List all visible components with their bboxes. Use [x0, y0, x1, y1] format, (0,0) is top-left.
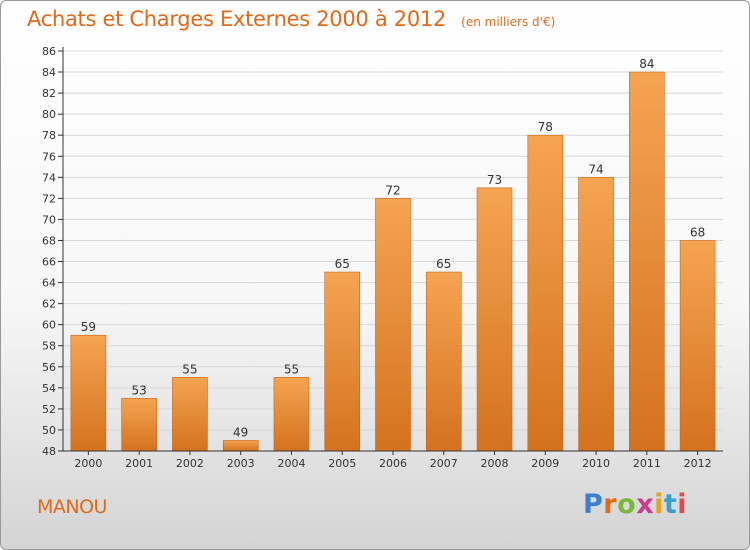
brand-letter: i	[677, 489, 688, 520]
data-label: 49	[233, 425, 248, 439]
x-tick-label: 2004	[277, 457, 305, 470]
brand-letter: x	[636, 489, 655, 520]
axes	[58, 47, 723, 455]
bar	[70, 334, 107, 452]
x-tick-label: 2011	[633, 457, 661, 470]
commune-name: MANOU	[37, 496, 107, 518]
data-label: 65	[335, 257, 350, 271]
brand-letter: t	[663, 489, 678, 520]
data-label: 78	[538, 120, 553, 134]
bar	[629, 71, 665, 452]
y-tick-label: 68	[42, 234, 56, 247]
y-tick-label: 72	[42, 192, 56, 205]
y-tick-label: 70	[42, 213, 56, 226]
data-label: 72	[385, 183, 400, 197]
proxiti-logo: Proxiti	[583, 489, 687, 520]
x-tick-label: 2000	[74, 457, 102, 470]
y-tick-label: 50	[42, 424, 56, 437]
data-label: 59	[81, 320, 96, 334]
brand-letter: i	[654, 489, 664, 520]
brand-letter: r	[603, 489, 618, 520]
bar	[375, 198, 411, 452]
data-label: 68	[690, 225, 705, 239]
x-tick-label: 2006	[379, 457, 407, 470]
y-tick-label: 84	[42, 66, 56, 79]
x-tick-label: 2009	[531, 457, 559, 470]
data-label: 53	[132, 383, 147, 397]
y-tick-label: 78	[42, 129, 56, 142]
x-tick-label: 2007	[430, 457, 458, 470]
y-tick-label: 80	[42, 108, 56, 121]
x-tick-label: 2005	[328, 457, 356, 470]
chart-title: Achats et Charges Externes 2000 à 2012	[27, 7, 447, 31]
data-label: 55	[182, 362, 197, 376]
y-tick-label: 52	[42, 403, 56, 416]
data-label: 74	[588, 162, 603, 176]
y-tick-label: 62	[42, 298, 56, 311]
x-tick-label: 2012	[684, 457, 712, 470]
bar	[578, 177, 614, 452]
y-tick-label: 60	[42, 319, 56, 332]
bar	[172, 377, 208, 452]
y-tick-label: 74	[42, 171, 56, 184]
y-tick-label: 82	[42, 87, 56, 100]
x-tick-label: 2001	[125, 457, 153, 470]
bars	[70, 71, 716, 452]
bar	[476, 187, 513, 452]
bar	[121, 398, 157, 452]
y-tick-label: 58	[42, 340, 56, 353]
y-tick-label: 56	[42, 361, 56, 374]
x-tick-label: 2008	[481, 457, 509, 470]
data-label: 55	[284, 362, 299, 376]
data-label: 65	[436, 257, 451, 271]
y-tick-label: 54	[42, 382, 56, 395]
x-tick-label: 2002	[176, 457, 204, 470]
title-row: Achats et Charges Externes 2000 à 2012 (…	[27, 7, 555, 31]
chart-subtitle: (en milliers d'€)	[461, 15, 556, 29]
data-label: 84	[639, 57, 654, 71]
bar	[527, 134, 564, 452]
bar	[324, 271, 361, 452]
y-tick-label: 86	[42, 45, 56, 58]
x-tick-label: 2010	[582, 457, 610, 470]
y-tick-label: 48	[42, 445, 56, 458]
x-tick-label: 2003	[227, 457, 255, 470]
bar	[679, 240, 716, 452]
labels: 48 50 52 54 56 58 60 62 64 66 68 70 72 74 76 78 80 82 84 86…	[42, 45, 712, 470]
brand-letter: P	[583, 489, 604, 520]
brand-letter: o	[617, 489, 637, 520]
y-tick-label: 66	[42, 256, 56, 269]
y-tick-label: 64	[42, 277, 56, 290]
bar	[425, 271, 462, 452]
data-label: 73	[487, 173, 502, 187]
bar	[222, 440, 259, 452]
bar	[273, 377, 310, 452]
y-tick-label: 76	[42, 150, 56, 163]
